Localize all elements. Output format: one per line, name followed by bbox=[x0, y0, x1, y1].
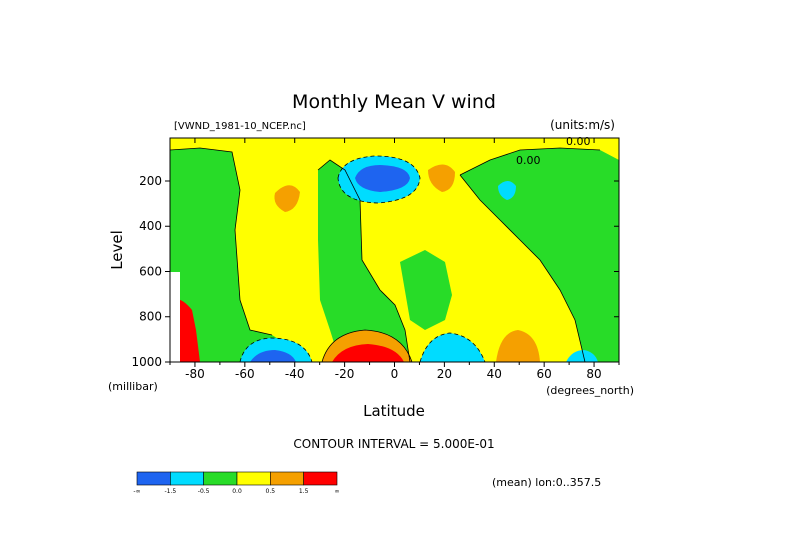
mean-label: (mean) lon:0..357.5 bbox=[492, 476, 601, 489]
x-axis: -80 -60 -40 -20 0 20 40 60 80 bbox=[169, 138, 620, 381]
y-tick-label: 200 bbox=[139, 174, 162, 188]
colorbar-swatch bbox=[170, 471, 204, 486]
contour-label: 0.00 bbox=[516, 154, 541, 167]
x-tick-label: -80 bbox=[185, 367, 205, 381]
field-region bbox=[566, 350, 598, 362]
y-tick-label: 1000 bbox=[131, 355, 162, 369]
colorbar-swatch bbox=[203, 471, 238, 486]
field-region bbox=[498, 181, 516, 200]
colorbar-swatch bbox=[270, 471, 304, 486]
field-region bbox=[400, 250, 452, 330]
x-tick-label: 60 bbox=[537, 367, 552, 381]
x-tick-label: -40 bbox=[285, 367, 305, 381]
x-tick-label: -60 bbox=[235, 367, 255, 381]
x-axis-title: Latitude bbox=[363, 402, 425, 420]
y-axis: 200 400 600 800 1000 bbox=[131, 174, 619, 369]
colorbar-label: 0.0 bbox=[232, 488, 242, 495]
y-unit-label: (millibar) bbox=[108, 380, 158, 393]
missing-data-area bbox=[170, 272, 180, 362]
contour-lines bbox=[170, 147, 601, 362]
field-region bbox=[250, 350, 296, 362]
colorbar-swatch bbox=[236, 471, 271, 486]
colorbar-label: 1.5 bbox=[299, 488, 309, 495]
colorbar-label: -∞ bbox=[133, 488, 140, 495]
dataset-label: [VWND_1981-10_NCEP.nc] bbox=[174, 121, 306, 132]
colorbar-label: ∞ bbox=[335, 488, 340, 495]
colorbar-label: -1.5 bbox=[164, 488, 176, 495]
y-tick-label: 400 bbox=[139, 219, 162, 233]
colorbar-label: 0.5 bbox=[266, 488, 276, 495]
units-label: (units:m/s) bbox=[550, 118, 615, 132]
colorbar-swatch bbox=[136, 471, 171, 486]
x-tick-label: 0 bbox=[391, 367, 399, 381]
y-tick-label: 600 bbox=[139, 264, 162, 278]
contour-interval-label: CONTOUR INTERVAL = 5.000E-01 bbox=[293, 437, 494, 451]
x-tick-label: 20 bbox=[437, 367, 452, 381]
field-region bbox=[318, 160, 410, 362]
chart-title: Monthly Mean V wind bbox=[292, 91, 496, 113]
x-tick-label: 80 bbox=[586, 367, 601, 381]
colorbar: -∞ -1.5 -0.5 0.0 0.5 1.5 ∞ bbox=[133, 471, 340, 495]
y-axis-title: Level bbox=[108, 230, 126, 270]
field-region bbox=[428, 164, 455, 192]
x-tick-label: -20 bbox=[335, 367, 355, 381]
x-unit-label: (degrees_north) bbox=[546, 384, 634, 397]
field-region bbox=[274, 185, 300, 212]
y-tick-label: 800 bbox=[139, 310, 162, 324]
field-region bbox=[496, 330, 540, 362]
colorbar-label: -0.5 bbox=[198, 488, 210, 495]
field-region bbox=[355, 165, 410, 192]
colorbar-swatch bbox=[303, 471, 338, 486]
x-tick-label: 40 bbox=[487, 367, 502, 381]
contour-label: 0.00 bbox=[566, 135, 591, 148]
contour-field bbox=[170, 138, 619, 362]
field-region bbox=[170, 148, 290, 362]
field-region bbox=[460, 148, 619, 362]
field-region bbox=[332, 344, 404, 362]
